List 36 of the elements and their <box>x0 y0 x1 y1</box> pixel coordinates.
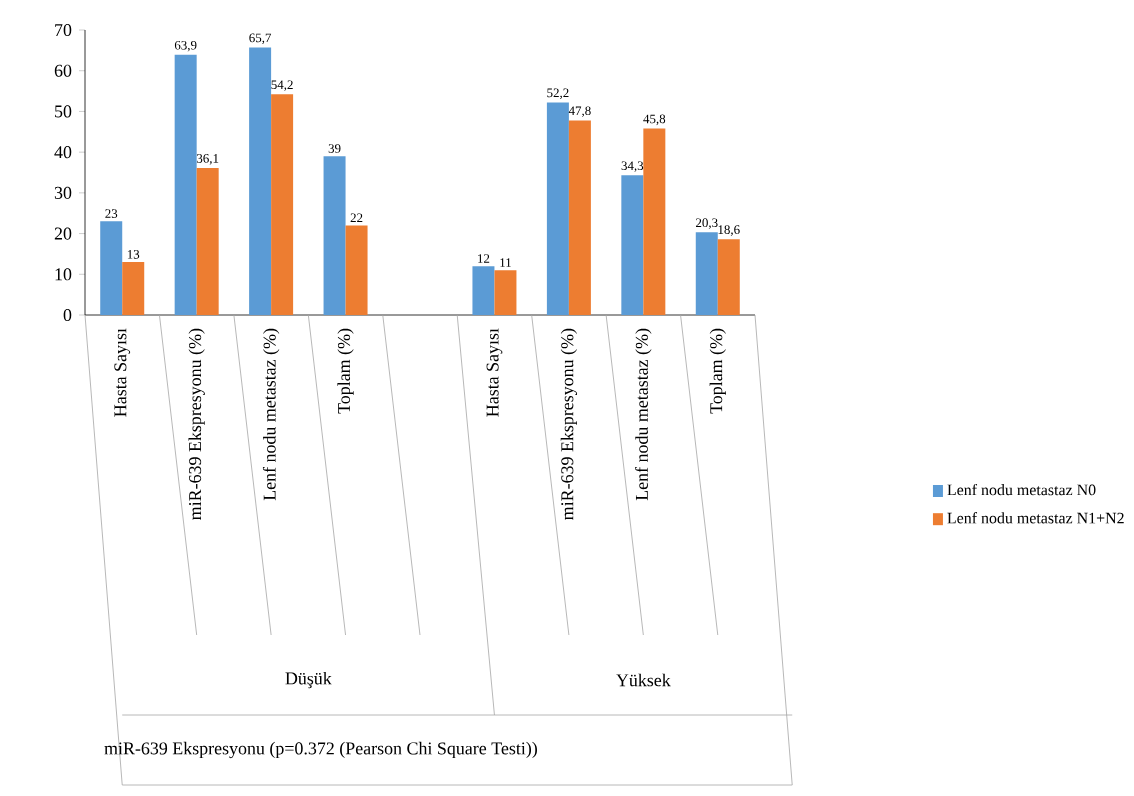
y-tick-label: 30 <box>54 186 72 199</box>
x-tick-label: Hasta Sayısı <box>486 328 503 417</box>
x-tick-label: Lenf nodu metastaz (%) <box>635 328 652 501</box>
data-label: 20,3 <box>696 218 718 229</box>
y-tick-label: 10 <box>55 268 72 281</box>
y-tick-label: 60 <box>54 64 72 77</box>
x-tick-label: Toplam (%) <box>337 328 354 414</box>
data-label: 23 <box>105 209 118 218</box>
data-label: 65,7 <box>249 33 272 45</box>
data-label: 63,9 <box>174 40 197 52</box>
data-label: 22 <box>350 213 363 223</box>
data-label: 36,1 <box>196 154 219 165</box>
text: Yüksek <box>616 673 671 687</box>
x-tick-label: miR-639 Ekspresyonu (%) <box>560 328 578 520</box>
x-tick-label: Lenf nodu metastaz (%) <box>262 328 280 501</box>
text: Düşük <box>285 671 332 689</box>
x-tick-label: Toplam (%) <box>709 328 726 414</box>
data-label: 54,2 <box>271 80 293 91</box>
data-label: 52,2 <box>547 88 569 100</box>
data-label: 12 <box>478 254 490 263</box>
data-label: 39 <box>328 144 341 153</box>
y-tick-label: 40 <box>54 146 72 159</box>
x-tick-label: Hasta Sayısı <box>114 328 131 417</box>
x-tick-label: miR-639 Ekspresyonu (%) <box>188 328 205 520</box>
data-label: 11 <box>500 258 511 267</box>
y-tick-label: 70 <box>55 23 72 37</box>
data-label: 18,6 <box>718 225 740 236</box>
legend-label: Lenf nodu metastaz N0 <box>947 483 1096 496</box>
y-tick-label: 20 <box>54 227 72 240</box>
data-label: 34,3 <box>621 161 644 172</box>
data-label: 13 <box>127 249 140 259</box>
y-tick-label: 0 <box>63 308 72 322</box>
data-label: 45,8 <box>643 114 666 126</box>
legend-label: Lenf nodu metastaz N1+N2 <box>947 512 1124 524</box>
text: miR-639 Ekspresyonu (p=0.372 (Pearson Chi Square Testi)) <box>104 741 537 759</box>
y-tick-label: 50 <box>55 105 72 118</box>
